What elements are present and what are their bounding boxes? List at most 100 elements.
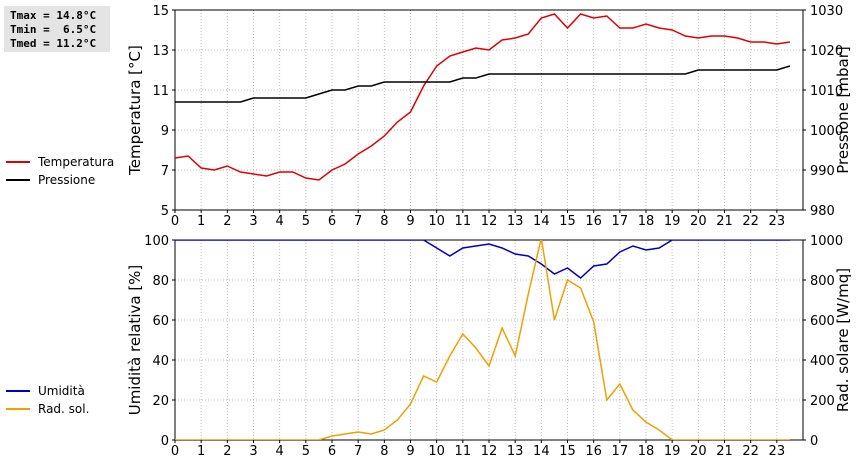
y-tick-label: 0 (161, 434, 169, 449)
x-tick-label: 3 (249, 214, 257, 229)
y-axis-title: Umidità relativa [%] (126, 265, 144, 416)
x-tick-label: 4 (276, 214, 284, 229)
x-tick-label: 23 (769, 214, 786, 229)
x-tick-label: 2 (223, 444, 231, 459)
x-tick-label: 0 (171, 444, 179, 459)
x-tick-label: 21 (716, 214, 733, 229)
y2-tick-label: 990 (810, 164, 835, 179)
x-tick-label: 0 (171, 214, 179, 229)
legend-swatch-pressione (6, 179, 30, 181)
y-tick-label: 60 (152, 314, 169, 329)
x-tick-label: 13 (507, 444, 524, 459)
x-tick-label: 2 (223, 214, 231, 229)
x-tick-label: 11 (455, 444, 472, 459)
x-tick-label: 18 (638, 444, 655, 459)
y-tick-label: 11 (152, 84, 169, 99)
x-tick-label: 7 (354, 444, 362, 459)
y-tick-label: 20 (152, 394, 169, 409)
x-tick-label: 6 (328, 444, 336, 459)
y-tick-label: 40 (152, 354, 169, 369)
legend-label-umidita: Umidità (38, 384, 85, 398)
y2-tick-label: 1010 (810, 84, 843, 99)
x-tick-label: 7 (354, 214, 362, 229)
chart-panel-temp-pressure: 0 1 2 3 4 5 6 7 8 9 10 11 12 13 14 15 16 17 18 19 20 21 22 2357… (126, 4, 852, 229)
legend-top: Temperatura Pressione (6, 153, 114, 189)
y-tick-label: 9 (161, 124, 169, 139)
x-tick-label: 16 (585, 444, 602, 459)
x-tick-label: 19 (664, 214, 681, 229)
x-tick-label: 9 (406, 214, 414, 229)
stats-box: Tmax = 14.8°C Tmin = 6.5°C Tmed = 11.2°C (4, 6, 110, 52)
legend-item-radsol: Rad. sol. (6, 400, 89, 418)
y-axis-title: Temperatura [°C] (126, 45, 144, 176)
legend-label-pressione: Pressione (38, 173, 96, 187)
x-tick-label: 14 (533, 444, 550, 459)
x-tick-label: 9 (406, 444, 414, 459)
y-tick-label: 7 (161, 164, 169, 179)
y2-tick-label: 1030 (810, 4, 843, 19)
x-tick-label: 17 (612, 444, 629, 459)
series-line-rad-sol (175, 240, 790, 440)
x-tick-label: 12 (481, 444, 498, 459)
x-tick-label: 14 (533, 214, 550, 229)
x-tick-label: 20 (690, 444, 707, 459)
series-line-umidit (175, 240, 790, 279)
legend-swatch-radsol (6, 408, 30, 410)
x-tick-label: 21 (716, 444, 733, 459)
series-line-pressione (175, 65, 791, 103)
y2-axis-title: Rad. solare [W/mq] (834, 268, 852, 412)
legend-item-umidita: Umidità (6, 382, 89, 400)
y2-tick-label: 800 (810, 274, 835, 289)
x-tick-label: 10 (428, 214, 445, 229)
y-tick-label: 13 (152, 44, 169, 59)
y2-axis-title: Pressione [mbar] (834, 46, 852, 174)
chart-panel-humidity-radiation: 0 1 2 3 4 5 6 7 8 9 10 11 12 13 14 15 16 17 18 19 20 21 22 2302… (126, 234, 852, 459)
y2-tick-label: 0 (810, 434, 818, 449)
x-tick-label: 15 (559, 444, 576, 459)
x-tick-label: 1 (197, 444, 205, 459)
series-line-temperatura (175, 13, 791, 181)
y-tick-label: 100 (144, 234, 169, 249)
x-tick-label: 22 (742, 444, 759, 459)
x-tick-label: 8 (380, 444, 388, 459)
x-tick-label: 10 (428, 444, 445, 459)
y2-tick-label: 400 (810, 354, 835, 369)
x-tick-label: 15 (559, 214, 576, 229)
x-tick-label: 19 (664, 444, 681, 459)
y2-tick-label: 200 (810, 394, 835, 409)
x-tick-label: 5 (302, 444, 310, 459)
y2-tick-label: 1000 (810, 234, 843, 249)
legend-swatch-umidita (6, 390, 30, 392)
x-tick-label: 22 (742, 214, 759, 229)
tmed-text: Tmed = 11.2°C (10, 37, 97, 50)
legend-label-temperatura: Temperatura (38, 155, 115, 169)
x-tick-label: 17 (612, 214, 629, 229)
y2-tick-label: 1000 (810, 124, 843, 139)
x-tick-label: 8 (380, 214, 388, 229)
x-tick-label: 18 (638, 214, 655, 229)
x-tick-label: 11 (455, 214, 472, 229)
legend-label-radsol: Rad. sol. (38, 402, 90, 416)
x-tick-label: 3 (249, 444, 257, 459)
x-tick-label: 16 (585, 214, 602, 229)
x-tick-label: 12 (481, 214, 498, 229)
x-tick-label: 5 (302, 214, 310, 229)
y-tick-label: 80 (152, 274, 169, 289)
x-tick-label: 1 (197, 214, 205, 229)
y-tick-label: 15 (152, 4, 169, 19)
y2-tick-label: 1020 (810, 44, 843, 59)
legend-item-pressione: Pressione (6, 171, 114, 189)
x-tick-label: 23 (769, 444, 786, 459)
legend-swatch-temperatura (6, 161, 30, 163)
y-tick-label: 5 (161, 204, 169, 219)
x-tick-label: 4 (276, 444, 284, 459)
y2-tick-label: 600 (810, 314, 835, 329)
x-tick-label: 20 (690, 214, 707, 229)
legend-bottom: Umidità Rad. sol. (6, 382, 89, 418)
y2-tick-label: 980 (810, 204, 835, 219)
legend-item-temperatura: Temperatura (6, 153, 114, 171)
x-tick-label: 6 (328, 214, 336, 229)
tmin-text: Tmin = 6.5°C (10, 23, 97, 36)
x-tick-label: 13 (507, 214, 524, 229)
